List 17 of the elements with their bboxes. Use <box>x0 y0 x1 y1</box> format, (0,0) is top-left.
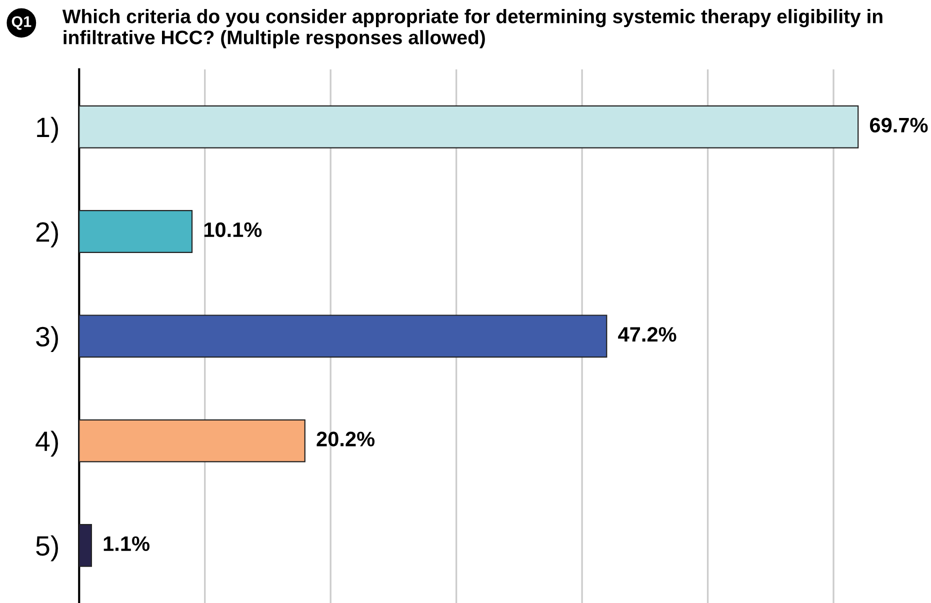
y-tick-label: 3) <box>36 326 58 352</box>
y-tick-label: 4) <box>36 430 58 457</box>
text: Q1 <box>12 16 32 30</box>
data-label: 69.7% <box>870 118 928 132</box>
data-label: 1.1% <box>104 536 150 551</box>
data-label: 20.2% <box>316 432 375 446</box>
y-tick-label: 2) <box>36 221 58 248</box>
bar <box>79 524 92 567</box>
bar <box>79 419 306 462</box>
bar <box>79 105 859 148</box>
data-label: 47.2% <box>618 327 676 342</box>
bar <box>79 314 608 358</box>
y-tick-label: 5) <box>36 535 58 562</box>
data-label: 10.1% <box>204 222 262 238</box>
bar <box>79 210 193 254</box>
y-tick-label: 1) <box>37 116 58 143</box>
chart-title: Which criteria do you consider appropriate for determining systemic therapy eligibility in infiltrative HCC? (Multiple responses allowed) <box>62 9 882 48</box>
